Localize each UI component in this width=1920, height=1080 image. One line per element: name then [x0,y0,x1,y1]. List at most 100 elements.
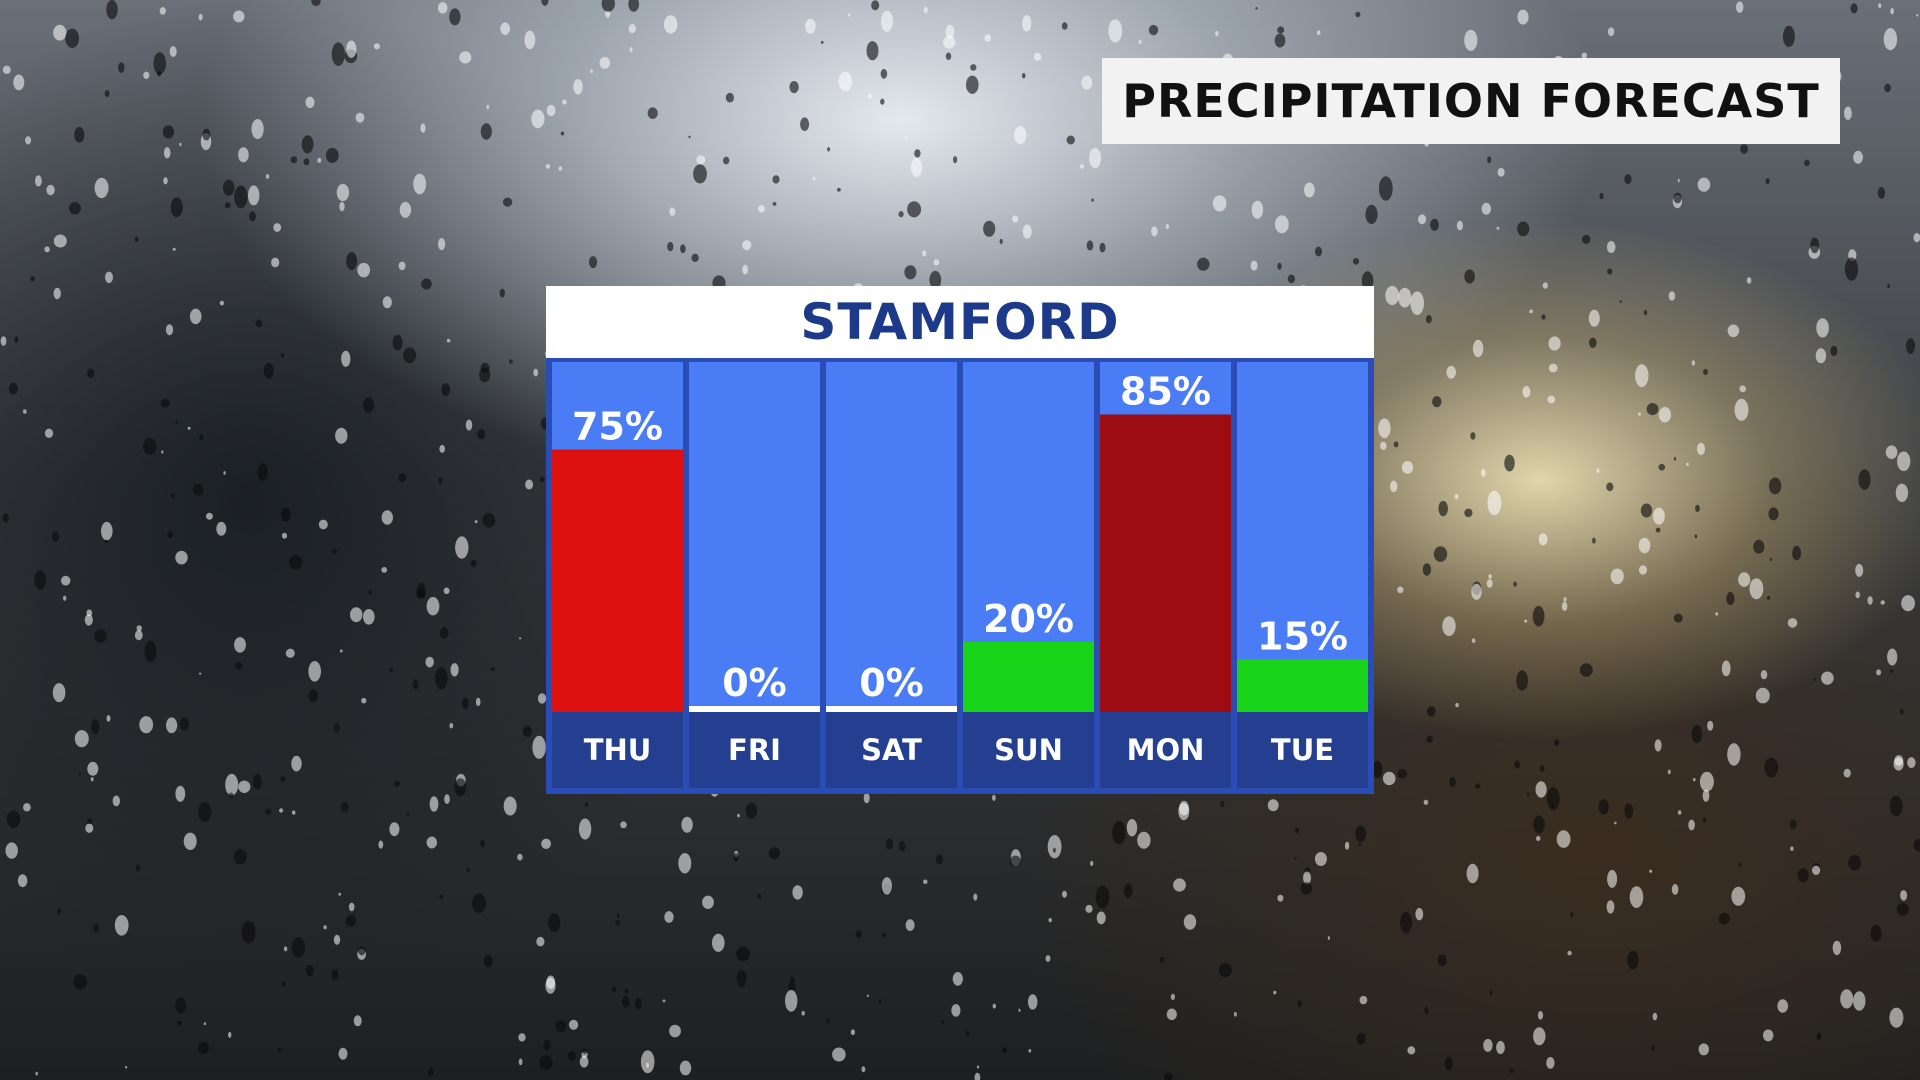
raindrop [1126,819,1138,837]
day-band-sun [963,712,1094,788]
raindrop [812,176,816,181]
raindrop [736,969,747,988]
raindrop [361,697,367,704]
raindrop [984,34,991,42]
raindrop [1686,462,1689,466]
raindrop [582,1048,588,1055]
raindrop [1702,789,1710,802]
raindrop [85,823,94,833]
raindrop [1746,277,1752,284]
raindrop [1749,578,1764,600]
raindrop [562,99,567,105]
raindrop [518,1033,526,1042]
raindrop [325,147,339,163]
raindrop [1889,669,1893,673]
raindrop [1699,771,1714,792]
raindrop [880,68,888,79]
raindrop [1090,860,1094,867]
raindrop [44,428,54,438]
raindrop [1654,739,1662,752]
raindrop [1021,72,1026,79]
raindrop [663,15,678,34]
raindrop [664,911,674,923]
raindrop [91,719,100,735]
raindrop [228,792,234,798]
raindrop [792,885,803,900]
raindrop [1212,195,1227,212]
raindrop [584,802,589,807]
raindrop [399,201,412,218]
raindrop [1726,591,1735,606]
raindrop [1165,224,1170,229]
raindrop [25,136,32,145]
raindrop [338,1047,348,1060]
raindrop [303,158,310,166]
title-banner: PRECIPITATION FORECAST [1102,58,1840,144]
raindrop [669,1024,681,1038]
raindrop [1880,600,1885,605]
raindrop [1018,1008,1021,1012]
raindrop [691,253,699,262]
raindrop [449,722,454,729]
raindrop [1546,1057,1555,1069]
raindrop [280,507,291,522]
raindrop [74,126,85,143]
raindrop [1777,999,1788,1013]
raindrop [745,802,758,819]
raindrop [255,319,263,328]
raindrop [904,265,917,280]
raindrop [163,177,168,185]
raindrop [105,271,113,283]
day-label-thu: THU [584,733,652,767]
column-tue [1237,362,1368,712]
raindrop [1137,831,1151,849]
raindrop [667,241,674,252]
raindrop [1148,24,1159,36]
day-band-mon [1100,712,1231,788]
raindrop [104,539,108,544]
raindrop [837,187,841,192]
raindrop [1344,841,1350,850]
raindrop [238,147,249,163]
raindrop [153,52,166,75]
raindrop [1455,703,1459,708]
raindrop [167,531,173,538]
raindrop [1304,182,1315,198]
raindrop [1433,546,1448,562]
value-label-thu: 75% [572,405,663,449]
raindrop [477,429,486,440]
raindrop [1294,857,1297,860]
raindrop [265,174,270,179]
raindrop [1400,912,1413,933]
raindrop [252,773,262,790]
bar-tue [1237,659,1368,712]
raindrop [358,946,366,956]
raindrop [1197,257,1210,271]
raindrop [1472,339,1484,358]
day-label-mon: MON [1127,733,1205,767]
raindrop [1844,257,1859,281]
raindrop [499,288,505,298]
raindrop [1629,886,1644,908]
raindrop [1277,26,1285,34]
raindrop [139,716,154,734]
raindrop [863,792,870,804]
raindrop [789,81,799,94]
raindrop [480,123,492,140]
raindrop [914,149,921,158]
raindrop [1548,336,1561,351]
raindrop [757,894,762,900]
raindrop [305,964,314,977]
raindrop [1607,27,1615,37]
raindrop [1091,198,1094,202]
raindrop [1606,482,1614,492]
raindrop [1081,75,1093,90]
raindrop [1536,836,1541,841]
raindrop [1163,1072,1173,1080]
raindrop [162,125,174,139]
raindrop [578,818,592,840]
raindrop [134,236,139,243]
raindrop [500,22,510,35]
raindrop [1378,418,1391,439]
raindrop [1790,846,1794,851]
